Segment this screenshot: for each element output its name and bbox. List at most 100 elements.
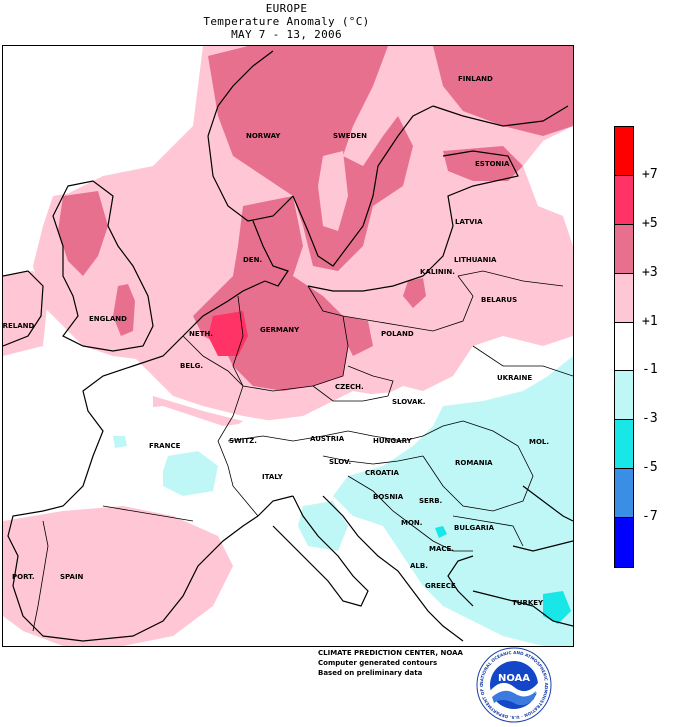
label-hungary: HUNGARY bbox=[373, 437, 413, 445]
legend-tick-label: -7 bbox=[642, 509, 658, 525]
label-macedonia: MACE. bbox=[429, 545, 454, 553]
border-czech bbox=[312, 365, 394, 402]
legend-tick-label: +1 bbox=[642, 313, 658, 329]
anomaly-area-poland-spot bbox=[403, 278, 426, 308]
label-netherlands: NETH. bbox=[189, 330, 213, 338]
label-bulgaria: BULGARIA bbox=[454, 524, 495, 532]
coast-ireland bbox=[3, 270, 44, 347]
legend-tick-label: +3 bbox=[642, 264, 658, 280]
anomaly-fills bbox=[3, 46, 573, 646]
label-croatia: CROATIA bbox=[365, 469, 400, 477]
border-balkans bbox=[347, 475, 473, 552]
label-kaliningrad: KALININ. bbox=[420, 268, 455, 276]
legend-swatch bbox=[615, 273, 633, 323]
legend-tick-label: -3 bbox=[642, 411, 658, 427]
label-montenegro: MON. bbox=[401, 519, 422, 527]
credit-line-1: CLIMATE PREDICTION CENTER, NOAA bbox=[318, 649, 463, 657]
border-slovak-hungary bbox=[347, 420, 464, 442]
country-borders bbox=[32, 270, 573, 632]
coast-adriatic-east bbox=[322, 495, 414, 592]
label-italy: ITALY bbox=[262, 473, 284, 481]
border-ukraine bbox=[472, 345, 573, 377]
coastlines bbox=[3, 50, 573, 642]
label-poland: POLAND bbox=[381, 330, 414, 338]
label-czech: CZECH. bbox=[335, 383, 364, 391]
border-romania bbox=[422, 420, 534, 512]
label-romania: ROMANIA bbox=[455, 459, 493, 467]
anomaly-area-france-spot bbox=[113, 436, 127, 448]
label-latvia: LATVIA bbox=[455, 218, 483, 226]
legend-swatch bbox=[615, 322, 633, 372]
anomaly-area-ireland bbox=[3, 271, 48, 356]
country-labels: FINLAND NORWAY SWEDEN ESTONIA LATVIA LIT… bbox=[3, 75, 549, 607]
legend-swatch bbox=[615, 420, 633, 470]
label-spain: SPAIN bbox=[60, 573, 84, 581]
legend-swatch bbox=[615, 518, 633, 567]
label-belgium: BELG. bbox=[180, 362, 203, 370]
anomaly-area-central-neutral bbox=[3, 346, 573, 516]
credit-line-3: Based on preliminary data bbox=[318, 669, 423, 677]
credit-line-2: Computer generated contours bbox=[318, 659, 438, 667]
label-norway: NORWAY bbox=[246, 132, 281, 140]
noaa-logo: NATIONAL OCEANIC AND ATMOSPHERIC ADMINIS… bbox=[474, 643, 552, 723]
legend-swatch bbox=[615, 224, 633, 274]
coast-black-sea bbox=[512, 485, 573, 552]
label-denmark: DEN. bbox=[243, 256, 262, 264]
legend-swatch bbox=[615, 469, 633, 519]
label-switzerland: SWITZ. bbox=[229, 437, 257, 445]
label-greece: GREECE bbox=[425, 582, 456, 590]
map-period: MAY 7 - 13, 2006 bbox=[231, 28, 342, 41]
coast-italy bbox=[272, 495, 369, 607]
coast-sweden bbox=[292, 105, 434, 267]
border-belarus bbox=[457, 270, 564, 287]
coast-denmark bbox=[252, 220, 289, 287]
anomaly-area-uk-dark bbox=[58, 191, 108, 276]
coast-north-sea bbox=[182, 280, 266, 337]
anomaly-area-balkans bbox=[333, 356, 573, 646]
anomaly-area-england-spot bbox=[113, 284, 135, 336]
border-spain-portugal bbox=[32, 520, 49, 632]
noaa-logo-svg: NATIONAL OCEANIC AND ATMOSPHERIC ADMINIS… bbox=[474, 643, 552, 723]
anomaly-area-alps bbox=[163, 451, 218, 496]
label-turkey: TURKEY bbox=[512, 599, 544, 607]
legend-tick-label: -1 bbox=[642, 362, 658, 378]
label-lithuania: LITHUANIA bbox=[454, 256, 497, 264]
label-slovakia: SLOVAK. bbox=[392, 398, 425, 406]
coast-turkey bbox=[472, 590, 573, 627]
label-ireland: IRELAND bbox=[3, 322, 35, 330]
legend-tick-label: +5 bbox=[642, 215, 658, 231]
anomaly-area-sweden-light bbox=[318, 151, 348, 231]
anomaly-area-macedonia-cold bbox=[435, 526, 447, 538]
legend-swatch bbox=[615, 371, 633, 421]
border-poland bbox=[307, 275, 474, 332]
label-germany: GERMANY bbox=[260, 326, 300, 334]
map-svg: FINLAND NORWAY SWEDEN ESTONIA LATVIA LIT… bbox=[3, 46, 573, 646]
label-moldova: MOL. bbox=[529, 438, 549, 446]
coast-iberia bbox=[7, 510, 259, 642]
border-alps bbox=[227, 430, 349, 442]
coast-norway bbox=[207, 50, 294, 222]
label-belarus: BELARUS bbox=[481, 296, 517, 304]
label-albania: ALB. bbox=[410, 562, 428, 570]
legend-tick-label: +7 bbox=[642, 166, 658, 182]
legend-color-bar bbox=[614, 126, 634, 568]
anomaly-area-netherlands bbox=[208, 311, 248, 356]
label-austria: AUSTRIA bbox=[310, 435, 345, 443]
anomaly-area-spain-east bbox=[113, 516, 218, 591]
anomaly-area-finland bbox=[433, 46, 573, 136]
map-region-title: EUROPE bbox=[265, 2, 308, 15]
border-hungary-south bbox=[322, 455, 424, 465]
coast-uk bbox=[52, 180, 154, 352]
coast-greece bbox=[412, 555, 474, 642]
logo-text: NOAA bbox=[498, 673, 530, 684]
label-serbia: SERB. bbox=[419, 497, 442, 505]
coast-france-west bbox=[42, 335, 184, 512]
legend-tick-label: -5 bbox=[642, 460, 658, 476]
border-germany bbox=[232, 295, 349, 392]
legend-swatch bbox=[615, 127, 633, 176]
map-title: Temperature Anomaly (°C) bbox=[203, 15, 370, 28]
label-england: ENGLAND bbox=[89, 315, 127, 323]
label-estonia: ESTONIA bbox=[475, 160, 510, 168]
coast-finland bbox=[432, 105, 569, 127]
label-slovenia: SLOV. bbox=[329, 458, 351, 466]
